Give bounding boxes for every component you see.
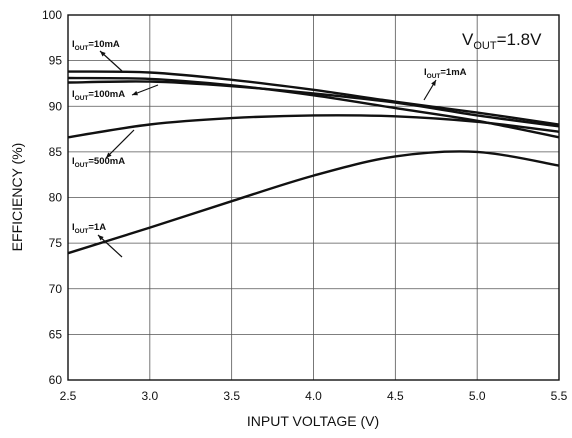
x-tick-label: 3.5 bbox=[223, 389, 240, 403]
y-tick-label: 80 bbox=[49, 191, 63, 205]
series-line bbox=[67, 80, 560, 128]
series-line bbox=[67, 70, 560, 126]
series-label-rest: =100mA bbox=[88, 89, 125, 100]
annotation-leader bbox=[105, 129, 135, 159]
condition-rest: =1.8V bbox=[497, 30, 543, 49]
series-label: IOUT=500mA bbox=[72, 156, 125, 169]
y-tick-label: 65 bbox=[49, 327, 63, 341]
series-label-rest: =1mA bbox=[440, 67, 466, 78]
x-tick-label: 5.5 bbox=[551, 389, 568, 403]
series-label-main: I bbox=[72, 39, 75, 50]
annotation-arrowhead bbox=[98, 235, 104, 241]
condition-label: VOUT=1.8V bbox=[462, 30, 542, 52]
series-line bbox=[67, 150, 560, 255]
series-label-sub: OUT bbox=[75, 45, 89, 52]
y-tick-label: 90 bbox=[49, 99, 63, 113]
x-tick-labels: 2.5 3.0 3.5 4.0 4.5 5.0 5.5 bbox=[60, 389, 568, 403]
series-annotations: IOUT=10mAIOUT=1mAIOUT=100mAIOUT=500mAIOU… bbox=[72, 39, 467, 258]
series-label-sub: OUT bbox=[75, 95, 89, 102]
x-tick-label: 3.0 bbox=[141, 389, 158, 403]
series-label: IOUT=1mA bbox=[424, 67, 467, 80]
x-axis-title: INPUT VOLTAGE (V) bbox=[247, 413, 379, 429]
y-tick-label: 70 bbox=[49, 282, 63, 296]
x-tick-label: 4.5 bbox=[387, 389, 404, 403]
y-tick-label: 60 bbox=[49, 373, 63, 387]
condition-sub: OUT bbox=[473, 40, 497, 52]
x-tick-label: 4.0 bbox=[305, 389, 322, 403]
series-label-sub: OUT bbox=[75, 162, 89, 169]
series-label: IOUT=10mA bbox=[72, 39, 120, 52]
y-tick-label: 85 bbox=[49, 145, 63, 159]
annotation-arrowhead bbox=[132, 90, 138, 96]
series-layer bbox=[67, 70, 560, 255]
y-axis-title: EFFICIENCY (%) bbox=[9, 143, 25, 252]
series-label-sub: OUT bbox=[75, 228, 89, 235]
series-label-main: I bbox=[72, 89, 75, 100]
series-label-rest: =1A bbox=[88, 222, 106, 233]
y-tick-label: 100 bbox=[42, 8, 62, 22]
annotation-arrowhead bbox=[100, 51, 106, 57]
series-label-main: I bbox=[424, 67, 427, 78]
series-label-rest: =10mA bbox=[88, 39, 120, 50]
condition-main: V bbox=[462, 30, 474, 49]
series-line bbox=[67, 114, 560, 139]
annotation-arrowhead bbox=[431, 80, 436, 86]
y-tick-labels: 60 65 70 75 80 85 90 95 100 bbox=[42, 8, 62, 387]
plot-frame bbox=[67, 14, 560, 381]
annotation-arrowhead bbox=[106, 152, 112, 158]
series-label-rest: =500mA bbox=[88, 156, 125, 167]
x-tick-label: 5.0 bbox=[469, 389, 486, 403]
x-tick-label: 2.5 bbox=[60, 389, 77, 403]
series-label-main: I bbox=[72, 156, 75, 167]
series-label-main: I bbox=[72, 222, 75, 233]
y-tick-label: 75 bbox=[49, 236, 63, 250]
series-label: IOUT=100mA bbox=[72, 89, 125, 102]
y-tick-label: 95 bbox=[49, 54, 63, 68]
series-label: IOUT=1A bbox=[72, 222, 106, 235]
series-label-sub: OUT bbox=[427, 73, 441, 80]
